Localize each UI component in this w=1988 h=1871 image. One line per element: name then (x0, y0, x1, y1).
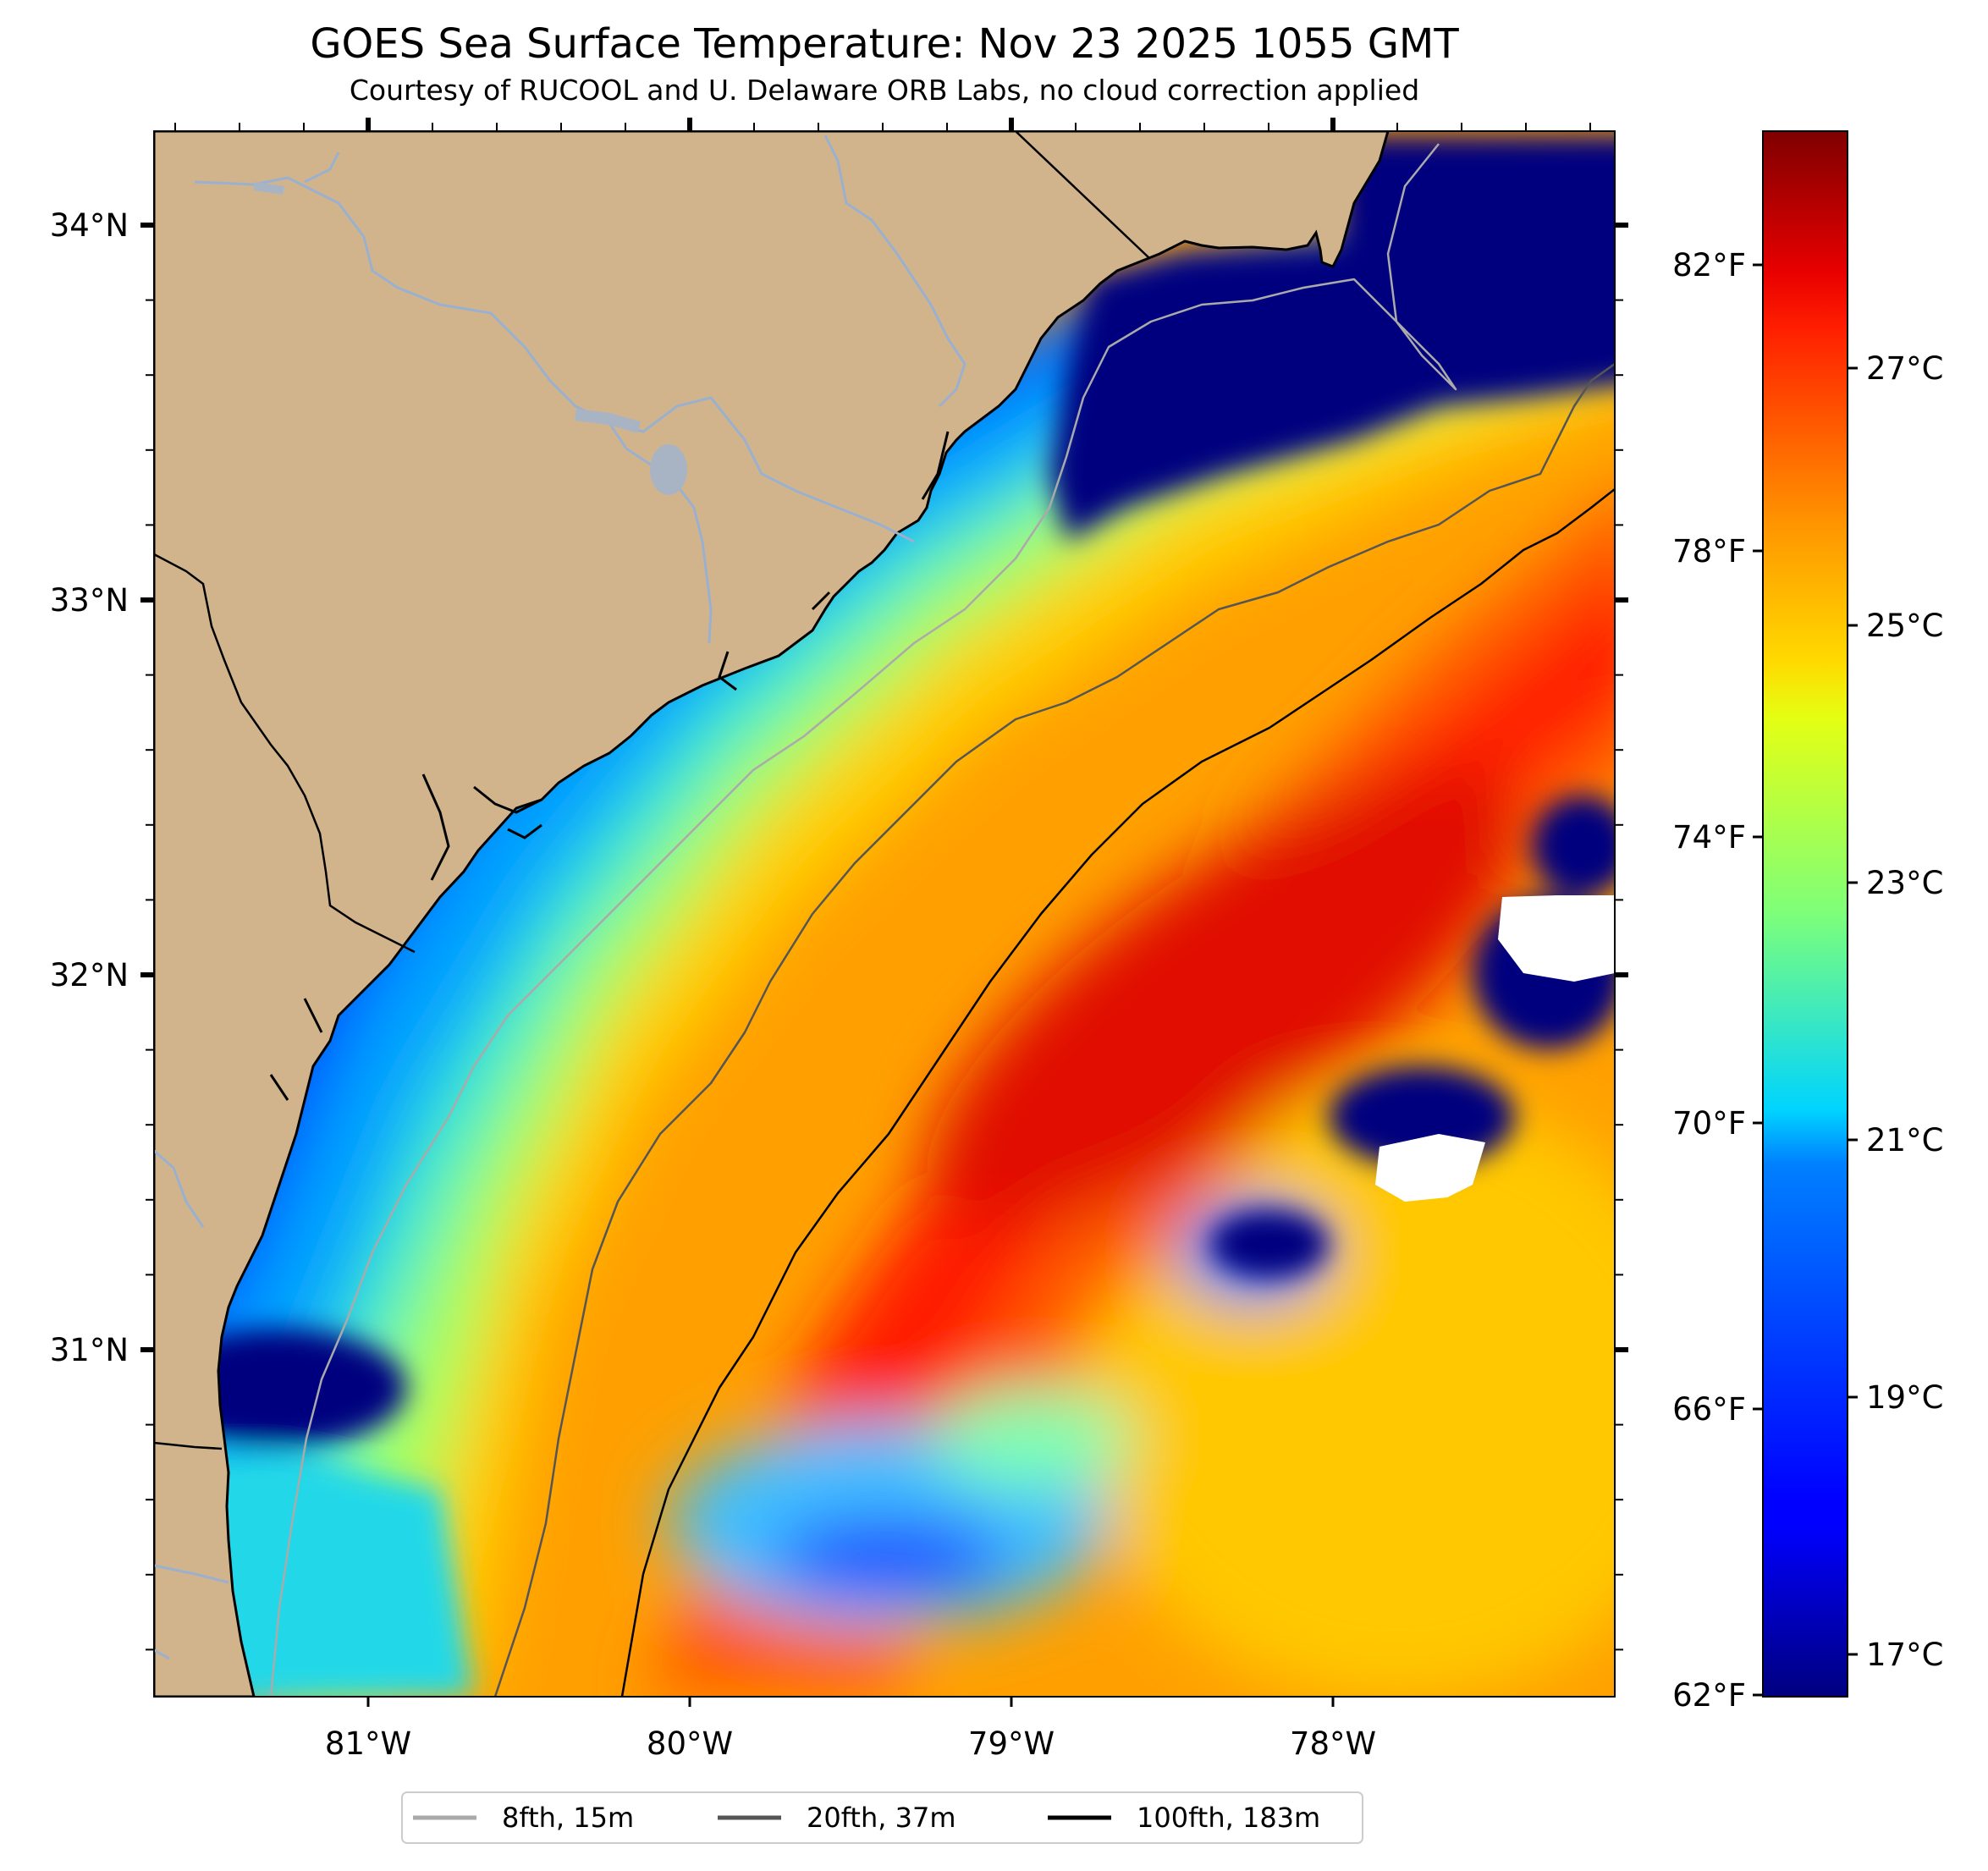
cloud-mask (1375, 895, 1615, 1202)
colorbar-c-label: 19°C (1866, 1379, 1943, 1416)
colorbar-c-label: 21°C (1866, 1122, 1943, 1158)
coastline-land (154, 131, 1390, 1697)
estuary-lines (269, 431, 950, 1101)
lon-label: 78°W (1290, 1725, 1376, 1762)
colorbar-f-label: 78°F (1672, 533, 1746, 570)
legend-label: 100fth, 183m (1137, 1802, 1320, 1834)
rivers (154, 135, 966, 1660)
lon-label: 81°W (325, 1725, 411, 1762)
colorbar-f-label: 82°F (1672, 247, 1746, 283)
lat-label: 32°N (50, 957, 129, 993)
lon-label: 79°W (968, 1725, 1055, 1762)
lat-label: 34°N (50, 207, 129, 244)
lon-label: 80°W (647, 1725, 733, 1762)
colorbar-f-label: 66°F (1672, 1391, 1746, 1428)
colorbar-celsius-ticks: 17°C 19°C 21°C 23°C 25°C 27°C (1848, 350, 1943, 1673)
map-title: GOES Sea Surface Temperature: Nov 23 202… (310, 20, 1459, 68)
colorbar-c-label: 27°C (1866, 350, 1943, 387)
state-borders (154, 131, 1150, 1450)
contour-100fth (620, 488, 1615, 1697)
colorbar: 62°F 66°F 70°F 74°F 78°F 82°F 17°C 19°C 21°C 23°… (1672, 130, 1943, 1714)
lake (650, 444, 687, 495)
legend-label: 20fth, 37m (807, 1802, 955, 1834)
contour-8fth (269, 143, 1457, 1697)
bathymetry-contours (269, 143, 1615, 1697)
legend-label: 8fth, 15m (502, 1802, 634, 1834)
lat-label: 31°N (50, 1332, 129, 1368)
colorbar-fahrenheit-ticks: 62°F 66°F 70°F 74°F 78°F 82°F (1672, 247, 1763, 1714)
lat-label: 33°N (50, 582, 129, 619)
latitude-labels: 34°N 33°N 32°N 31°N (50, 207, 129, 1368)
colorbar-gradient (1762, 130, 1848, 1698)
colorbar-f-label: 70°F (1672, 1105, 1746, 1142)
map-frame (153, 130, 1616, 1698)
legend: 8fth, 15m 20fth, 37m 100fth, 183m (401, 1791, 1363, 1844)
sst-map (154, 131, 1615, 1697)
contour-20fth (493, 362, 1615, 1697)
colorbar-c-label: 25°C (1866, 608, 1943, 644)
map-subtitle: Courtesy of RUCOOL and U. Delaware ORB L… (350, 74, 1419, 107)
map-ticks (140, 118, 1628, 1707)
colorbar-f-label: 74°F (1672, 819, 1746, 856)
colorbar-c-label: 23°C (1866, 865, 1943, 901)
longitude-labels: 81°W 80°W 79°W 78°W (325, 1725, 1376, 1762)
colorbar-f-label: 62°F (1672, 1677, 1746, 1714)
legend-box (401, 1791, 1363, 1844)
land (154, 131, 1390, 1697)
colorbar-c-label: 17°C (1866, 1637, 1943, 1673)
